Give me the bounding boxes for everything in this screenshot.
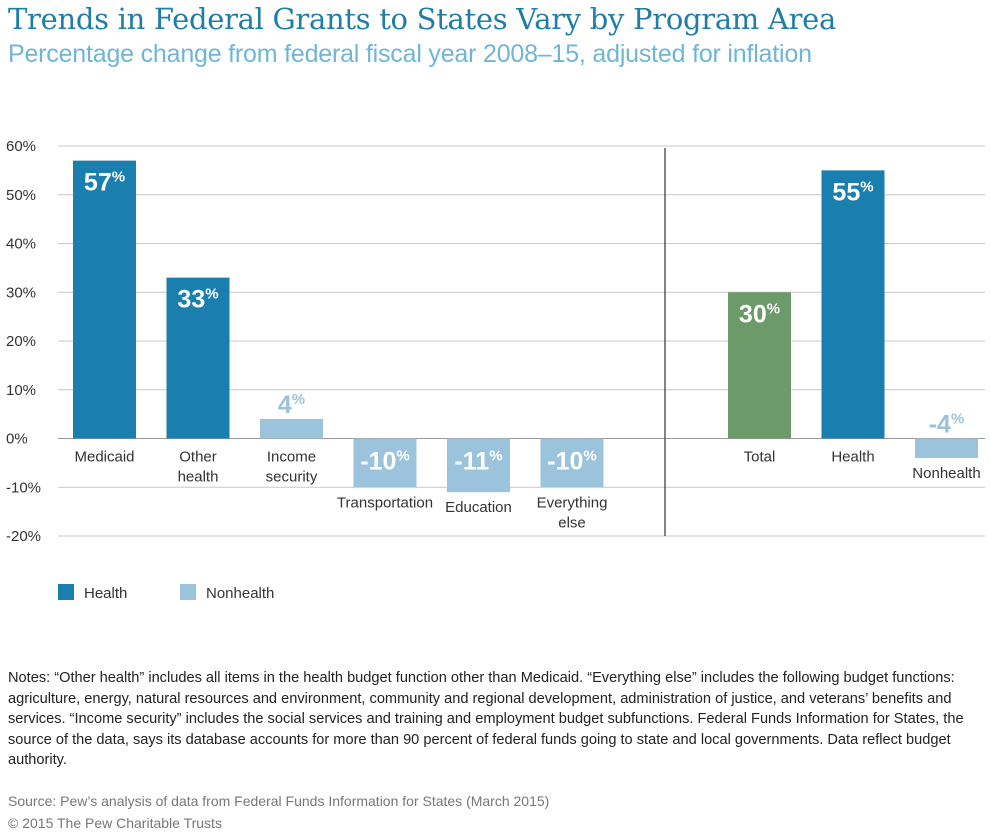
legend-swatch-nonhealth xyxy=(180,584,196,600)
bar xyxy=(260,419,323,439)
category-label: Income xyxy=(267,449,316,466)
category-label: Total xyxy=(744,449,776,466)
category-label: security xyxy=(266,469,318,486)
y-tick-label: 10% xyxy=(6,382,36,399)
bar xyxy=(915,438,978,458)
value-label: 55% xyxy=(832,178,873,206)
bar xyxy=(353,438,417,488)
bar xyxy=(821,170,885,439)
category-label: Nonhealth xyxy=(912,465,980,482)
category-label: health xyxy=(178,469,219,486)
y-tick-label: 40% xyxy=(6,236,36,253)
y-tick-label: 50% xyxy=(6,187,36,204)
legend-item-health: Health xyxy=(58,584,127,602)
y-tick-label: 0% xyxy=(6,431,28,448)
category-label: Education xyxy=(445,499,512,516)
y-tick-label: -20% xyxy=(6,528,41,545)
value-label: 4% xyxy=(278,391,305,419)
category-label: Transportation xyxy=(337,494,433,511)
bar xyxy=(73,160,136,439)
y-tick-label: -10% xyxy=(6,479,41,496)
category-label: Health xyxy=(831,449,874,466)
legend-item-nonhealth: Nonhealth xyxy=(180,584,274,602)
y-tick-label: 30% xyxy=(6,284,36,301)
source: Source: Pew’s analysis of data from Fede… xyxy=(8,793,550,809)
category-label: Everything xyxy=(537,494,608,511)
y-tick-label: 60% xyxy=(6,138,36,155)
category-label: else xyxy=(558,514,586,531)
legend-label-health: Health xyxy=(84,585,128,602)
value-label: -10% xyxy=(360,448,409,476)
legend-swatch-health xyxy=(58,584,74,600)
value-label: -4% xyxy=(929,411,965,439)
category-label: Medicaid xyxy=(74,449,134,466)
chart-subtitle: Percentage change from federal fiscal ye… xyxy=(8,40,812,68)
bar xyxy=(728,292,791,439)
value-label: 57% xyxy=(84,169,125,197)
value-label: -11% xyxy=(454,448,502,476)
y-tick-label: 20% xyxy=(6,333,36,350)
bar xyxy=(540,438,604,488)
copyright: © 2015 The Pew Charitable Trusts xyxy=(8,815,222,831)
bar xyxy=(447,438,510,493)
bar-chart: 60% 50% 40% 30% 20% 10% 0% -10% -20% 57% Medicaid 3… xyxy=(6,138,985,545)
value-label: 30% xyxy=(739,300,780,328)
value-label: 33% xyxy=(177,286,218,314)
bar xyxy=(166,277,230,439)
value-label: -10% xyxy=(547,448,596,476)
notes: Notes: “Other health” includes all items… xyxy=(8,670,964,768)
category-label: Other xyxy=(179,449,217,466)
chart-title: Trends in Federal Grants to States Vary … xyxy=(8,2,836,36)
legend-label-nonhealth: Nonhealth xyxy=(206,585,275,602)
